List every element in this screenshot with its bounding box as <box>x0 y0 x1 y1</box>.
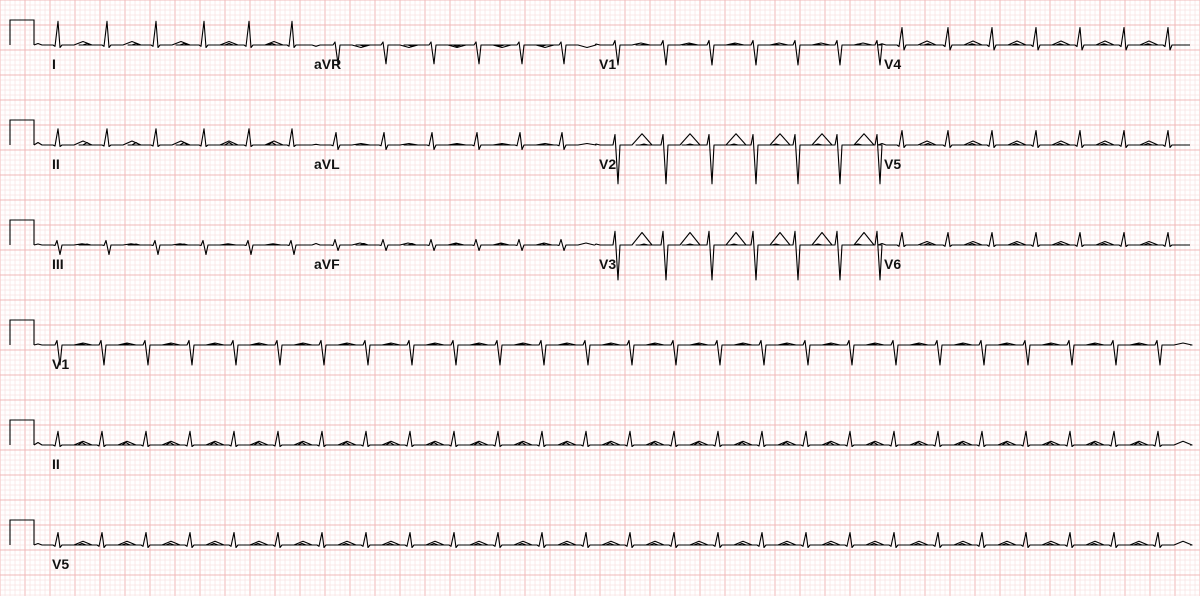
lead-label-V5: V5 <box>884 156 901 172</box>
lead-label-V4: V4 <box>884 56 901 72</box>
lead-label-V2: V2 <box>599 156 616 172</box>
lead-label-V6: V6 <box>884 256 901 272</box>
lead-label-V3: V3 <box>599 256 616 272</box>
lead-label-I: I <box>52 56 56 72</box>
lead-label-V1: V1 <box>52 356 69 372</box>
lead-label-aVL: aVL <box>314 156 340 172</box>
ecg-grid <box>0 0 1200 596</box>
lead-label-V1: V1 <box>599 56 616 72</box>
lead-label-III: III <box>52 256 64 272</box>
lead-label-V5: V5 <box>52 556 69 572</box>
lead-label-aVR: aVR <box>314 56 341 72</box>
lead-label-II: II <box>52 456 60 472</box>
lead-label-II: II <box>52 156 60 172</box>
lead-label-aVF: aVF <box>314 256 340 272</box>
ecg-chart: IaVR V1 V4 II aVL V2 V5 III aVF V3 V6 V1 II V5 <box>0 0 1200 596</box>
